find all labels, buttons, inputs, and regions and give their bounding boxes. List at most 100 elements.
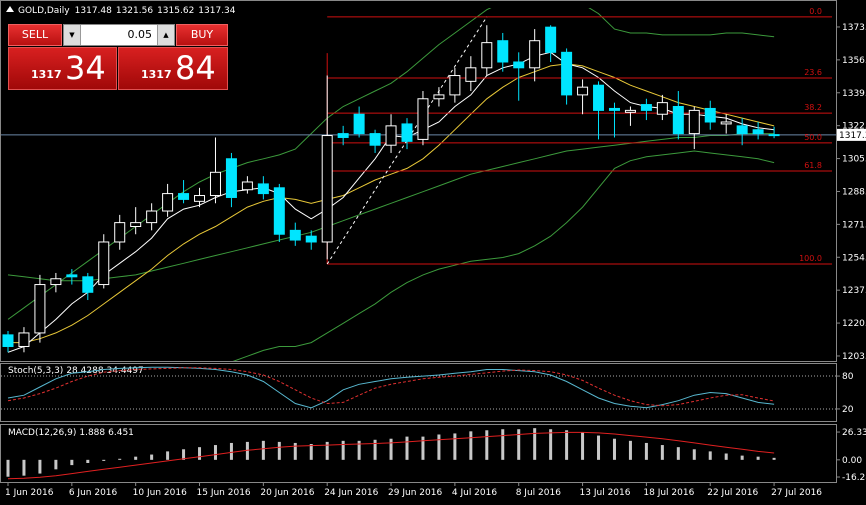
indicator-line	[7, 51, 775, 353]
trade-panel: SELL ▼ 0.05 ▲ BUY 1317 34 1317 84	[8, 24, 228, 90]
lot-value[interactable]: 0.05	[127, 28, 153, 41]
candle-body	[337, 133, 349, 138]
candle-body	[513, 61, 525, 69]
macd-bar	[229, 442, 233, 460]
panel-plot	[6, 428, 776, 480]
macd-bar	[628, 440, 632, 460]
macd-bar	[22, 459, 26, 476]
buy-button[interactable]: BUY	[176, 24, 228, 46]
macd-header: MACD(12,26,9) 1.888 6.451	[8, 428, 134, 438]
y-tick-label: 1288.10	[842, 187, 866, 197]
ask-prefix: 1317	[141, 68, 172, 81]
lot-down[interactable]: ▼	[64, 25, 81, 45]
macd-bar	[453, 433, 457, 460]
fib-label: 0.0	[809, 7, 822, 16]
candle-body	[66, 274, 78, 278]
sell-button[interactable]: SELL	[8, 24, 62, 46]
ask-box[interactable]: 1317 84	[118, 47, 228, 90]
price-tag	[837, 128, 866, 141]
x-tick-label: 6 Jun 2016	[69, 488, 118, 498]
stoch-signal: 34.4497	[107, 366, 144, 376]
y-tick-label: 1305.10	[842, 155, 866, 165]
candle-body	[672, 106, 684, 135]
candle-body	[577, 86, 589, 96]
y-tick-label: 1356.10	[842, 56, 866, 66]
macd-signal-line	[7, 431, 775, 480]
symbol: GOLD,Daily	[18, 6, 70, 16]
candle-body	[608, 107, 620, 111]
stoch-header: Stoch(5,3,3) 28.4288 34.4497	[8, 366, 144, 376]
x-tick-label: 4 Jul 2016	[452, 488, 497, 498]
fib-label: 50.0	[804, 133, 822, 142]
stoch-line	[7, 366, 775, 409]
candle-body	[114, 222, 126, 243]
macd-bar	[389, 438, 393, 460]
candle-body	[257, 183, 269, 195]
macd-bar	[261, 440, 265, 460]
candle-body	[752, 129, 764, 135]
candle-body	[50, 278, 62, 286]
candle-body	[241, 181, 253, 191]
macd-bar	[102, 459, 106, 461]
x-tick-label: 15 Jun 2016	[197, 488, 251, 498]
fib-label: 100.0	[799, 254, 822, 263]
macd-bar	[565, 430, 569, 460]
macd-bar	[245, 441, 249, 460]
candle-body	[465, 67, 477, 82]
x-tick-label: 8 Jul 2016	[516, 488, 561, 498]
candle-body	[146, 210, 158, 224]
macd-bar	[38, 459, 42, 474]
candle-body	[225, 158, 237, 198]
candle-body	[82, 276, 94, 293]
panel-plot	[1, 366, 836, 410]
bid-box[interactable]: 1317 34	[8, 47, 117, 90]
macd-bar	[469, 431, 473, 460]
macd-bar	[6, 459, 10, 477]
macd-bar	[86, 459, 90, 463]
fib-label: 23.6	[804, 68, 822, 77]
ask-big: 84	[175, 49, 216, 87]
macd-bar	[708, 451, 712, 460]
bid-big: 34	[65, 49, 106, 87]
macd-bar	[581, 432, 585, 460]
y-tick-label: 1271.10	[842, 220, 866, 230]
x-tick-label: 20 Jun 2016	[260, 488, 314, 498]
stoch-title: Stoch(5,3,3)	[8, 366, 63, 376]
macd-bar	[533, 428, 537, 460]
candle-body	[353, 113, 365, 135]
indicator-line	[7, 133, 775, 282]
y-tick-label: -16.28	[842, 473, 866, 483]
macd-bar	[198, 447, 202, 460]
macd-main: 1.888	[79, 428, 105, 438]
macd-bar	[213, 445, 217, 460]
macd-bar	[118, 458, 122, 460]
candle-body	[720, 121, 732, 125]
y-tick-label: 80	[842, 372, 854, 382]
candle-body	[209, 171, 221, 197]
candle-body	[497, 40, 509, 63]
macd-bar	[772, 457, 776, 460]
main-panel	[0, 0, 837, 362]
macd-bar	[341, 440, 345, 460]
panel-plot	[1, 8, 836, 361]
candle-body	[529, 40, 541, 69]
y-tick-label: 1254.10	[842, 253, 866, 263]
lot-up[interactable]: ▲	[157, 25, 174, 45]
y-tick-label: 26.334	[842, 428, 866, 438]
candle-body	[561, 51, 573, 96]
open: 1317.48	[75, 6, 112, 16]
collapse-icon[interactable]	[6, 6, 14, 12]
candle-body	[178, 193, 190, 200]
lot-spinner[interactable]: ▼ 0.05 ▲	[63, 24, 175, 46]
macd-bar	[357, 440, 361, 460]
x-tick-label: 10 Jun 2016	[133, 488, 187, 498]
macd-title: MACD(12,26,9)	[8, 428, 76, 438]
macd-bar	[373, 439, 377, 460]
y-tick-label: 1237.10	[842, 286, 866, 296]
y-tick-label: 1373.10	[842, 23, 866, 33]
candle-body	[624, 109, 636, 113]
candle-body	[305, 235, 317, 243]
y-tick-label: 1220.10	[842, 319, 866, 329]
stoch-panel	[0, 363, 837, 422]
